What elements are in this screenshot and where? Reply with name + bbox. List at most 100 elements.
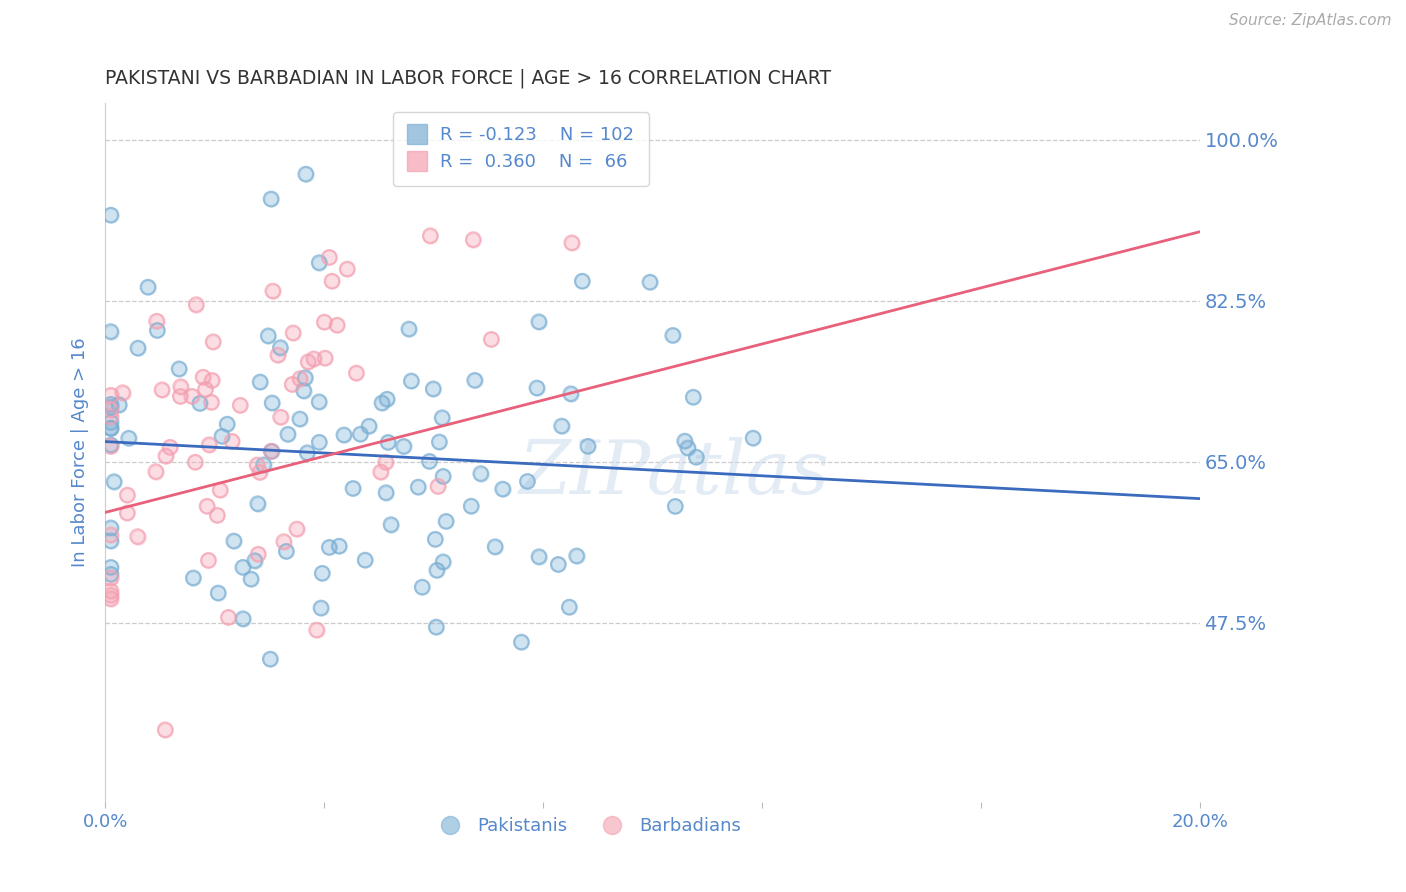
Point (311, 566, 333, 581)
Point (155, 723, 177, 737)
Point (100, 533, 122, 548)
Point (432, 555, 454, 569)
Point (419, 228, 441, 243)
Point (673, 434, 696, 448)
Point (470, 467, 492, 481)
Point (333, 428, 356, 442)
Point (560, 386, 582, 401)
Point (377, 435, 399, 450)
Point (100, 438, 122, 452)
Point (180, 389, 202, 403)
Point (560, 386, 582, 401)
Point (207, 586, 229, 600)
Point (243, 553, 266, 567)
Point (371, 396, 394, 410)
Point (100, 400, 122, 414)
Point (318, 251, 340, 265)
Point (676, 441, 699, 455)
Point (479, 333, 502, 347)
Point (547, 558, 569, 572)
Point (100, 588, 122, 602)
Point (571, 274, 593, 288)
Point (318, 541, 340, 555)
Y-axis label: In Labor Force | Age > 16: In Labor Force | Age > 16 (72, 338, 89, 567)
Point (527, 549, 550, 564)
Point (186, 297, 208, 311)
Point (516, 475, 538, 489)
Point (550, 419, 572, 434)
Text: ZIPatlas: ZIPatlas (519, 437, 830, 510)
Point (260, 444, 283, 458)
Point (201, 374, 224, 388)
Point (426, 479, 449, 493)
Point (195, 499, 218, 513)
Point (249, 466, 271, 480)
Point (100, 421, 122, 435)
Point (117, 431, 139, 445)
Point (321, 274, 343, 288)
Point (150, 383, 173, 397)
Point (276, 544, 298, 558)
Point (100, 416, 122, 430)
Point (259, 652, 281, 666)
Point (239, 572, 262, 586)
Point (661, 328, 683, 343)
Point (257, 328, 280, 343)
Point (406, 480, 429, 494)
Point (426, 479, 449, 493)
Point (273, 534, 295, 549)
Point (288, 412, 311, 426)
Point (100, 440, 122, 454)
Point (398, 322, 420, 336)
Point (326, 318, 349, 333)
Point (305, 623, 328, 637)
Point (374, 455, 396, 469)
Point (427, 434, 450, 449)
Point (276, 544, 298, 558)
Point (221, 434, 243, 449)
Point (249, 375, 271, 389)
Point (150, 383, 173, 397)
Point (294, 370, 316, 384)
Point (326, 318, 349, 333)
Point (321, 274, 343, 288)
Point (491, 482, 513, 496)
Point (100, 521, 122, 535)
Point (565, 549, 588, 563)
Point (484, 540, 506, 554)
Point (100, 421, 122, 435)
Point (398, 322, 420, 336)
Point (314, 351, 336, 365)
Point (211, 429, 233, 443)
Point (432, 469, 454, 483)
Point (294, 370, 316, 384)
Point (277, 427, 299, 442)
Point (510, 635, 533, 649)
Point (246, 458, 269, 472)
Point (159, 440, 181, 454)
Point (558, 600, 581, 615)
Point (217, 417, 239, 431)
Point (281, 377, 304, 392)
Point (269, 341, 291, 355)
Point (463, 233, 485, 247)
Point (576, 439, 599, 453)
Point (127, 341, 149, 355)
Point (243, 553, 266, 567)
Point (292, 384, 315, 398)
Point (262, 284, 284, 298)
Point (460, 499, 482, 513)
Point (550, 419, 572, 434)
Point (155, 449, 177, 463)
Point (357, 419, 380, 434)
Point (169, 379, 191, 393)
Point (221, 434, 243, 449)
Point (262, 284, 284, 298)
Point (297, 445, 319, 459)
Point (247, 547, 270, 561)
Point (314, 315, 336, 329)
Point (100, 560, 122, 574)
Point (426, 563, 449, 577)
Point (294, 167, 316, 181)
Point (682, 390, 704, 404)
